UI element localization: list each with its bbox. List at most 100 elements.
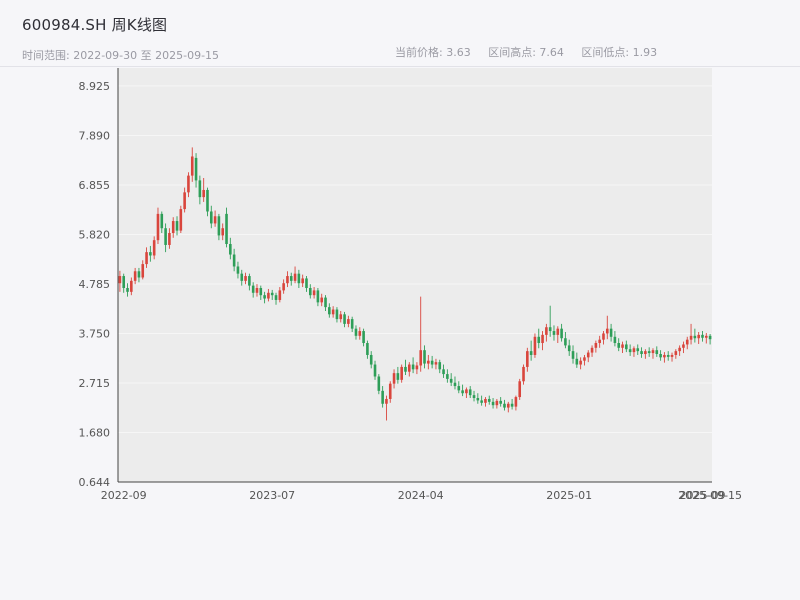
candle-body — [621, 344, 624, 348]
candle-body — [472, 395, 476, 399]
candle-body — [308, 288, 312, 296]
candle-body — [499, 400, 502, 404]
candle-body — [644, 351, 647, 355]
candle-body — [240, 273, 244, 281]
candle-body — [461, 390, 464, 394]
candle-body — [206, 189, 209, 212]
candle-body — [693, 335, 697, 339]
candle-body — [423, 350, 426, 364]
candle-body — [564, 338, 567, 346]
candle-body — [571, 351, 575, 359]
candle-body — [297, 273, 301, 284]
candle-body — [552, 331, 556, 335]
candle-body — [381, 390, 384, 404]
range-low-stat: 区间低点: 1.93 — [581, 46, 658, 59]
candle-body — [217, 216, 221, 236]
current-price-stat: 当前价格: 3.63 — [395, 46, 471, 59]
y-tick-label: 4.785 — [79, 278, 111, 291]
candle-body — [320, 297, 324, 303]
candle-body — [343, 314, 346, 324]
y-tick-label: 5.820 — [79, 228, 111, 241]
candle-body — [419, 350, 423, 366]
candle-body — [506, 403, 510, 408]
candle-body — [278, 290, 282, 300]
candle-body — [411, 364, 415, 370]
x-tick-label: 2025-09 — [679, 489, 725, 502]
candle-body — [415, 365, 419, 370]
candle-body — [149, 252, 152, 256]
candle-body — [229, 244, 232, 255]
candle-body — [575, 358, 579, 365]
candle-body — [331, 309, 335, 315]
candle-body — [526, 351, 529, 367]
candle-body — [225, 213, 228, 245]
candle-body — [567, 345, 571, 352]
candle-body — [446, 374, 449, 379]
candle-body — [118, 276, 122, 284]
candle-body — [594, 343, 598, 348]
candle-body — [609, 328, 613, 337]
candle-body — [358, 331, 362, 336]
candle-body — [704, 335, 708, 338]
candle-body — [685, 339, 689, 345]
candle-body — [255, 288, 259, 293]
candle-body — [617, 343, 621, 348]
candle-body — [491, 401, 495, 406]
candle-body — [251, 285, 255, 293]
range-high-stat: 区间高点: 7.64 — [488, 46, 564, 59]
candle-body — [202, 189, 205, 198]
candle-body — [267, 292, 270, 299]
candle-body — [156, 213, 160, 241]
candle-body — [130, 280, 133, 292]
candle-body — [400, 366, 403, 380]
candle-body — [377, 376, 381, 391]
candle-body — [503, 403, 506, 408]
candle-body — [232, 254, 236, 267]
candle-body — [556, 328, 560, 335]
candle-body — [640, 351, 643, 355]
candle-body — [187, 175, 190, 193]
x-tick-label: 2025-09-15 — [678, 489, 742, 502]
candle-body — [636, 348, 640, 352]
candle-body — [514, 397, 518, 407]
y-tick-label: 6.855 — [79, 179, 111, 192]
candle-body — [476, 398, 480, 401]
candle-body — [289, 276, 293, 281]
y-tick-label: 8.925 — [79, 80, 111, 93]
candle-body — [350, 319, 354, 329]
candle-body — [248, 276, 251, 286]
candle-body — [632, 348, 636, 353]
candle-body — [484, 398, 487, 403]
candle-body — [613, 336, 617, 344]
x-tick-label: 2023-07 — [249, 489, 295, 502]
candle-body — [449, 378, 453, 383]
candle-body — [164, 228, 167, 245]
candle-body — [655, 350, 659, 355]
x-tick-label: 2022-09 — [101, 489, 147, 502]
candle-body — [221, 228, 225, 236]
candle-body — [602, 333, 605, 340]
candle-body — [434, 362, 438, 365]
candle-body — [670, 354, 674, 357]
y-tick-label: 7.890 — [79, 129, 111, 142]
candle-body — [168, 233, 171, 245]
candle-body — [335, 309, 339, 320]
candle-body — [495, 400, 499, 406]
candle-body — [625, 344, 628, 350]
candle-body — [442, 369, 445, 375]
candle-body — [366, 343, 369, 355]
candle-body — [328, 307, 331, 315]
candle-body — [137, 271, 141, 278]
y-tick-label: 2.715 — [79, 377, 111, 390]
candle-body — [396, 373, 400, 380]
candle-body — [548, 327, 552, 332]
candle-body — [209, 211, 213, 224]
candle-body — [339, 314, 343, 320]
candle-body — [663, 354, 666, 358]
candle-body — [362, 331, 365, 344]
candle-body — [190, 156, 194, 176]
candle-body — [179, 209, 183, 231]
candle-body — [133, 271, 137, 281]
candle-body — [651, 350, 655, 354]
